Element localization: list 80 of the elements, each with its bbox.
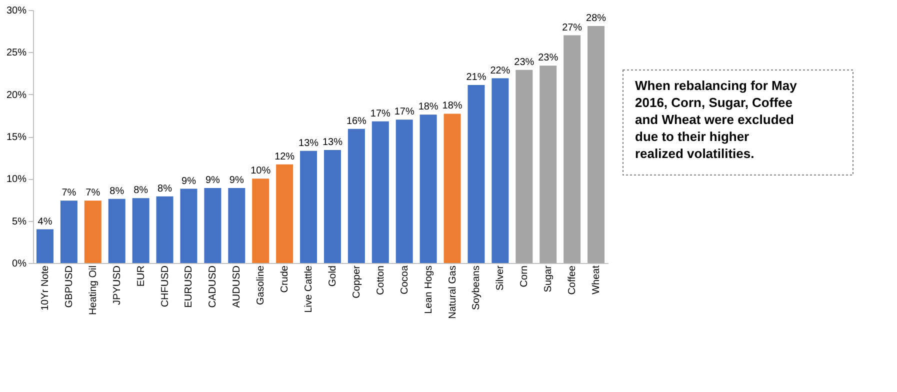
data-label: 9% (182, 176, 196, 187)
bar (156, 196, 174, 263)
x-tick-label: Wheat (591, 265, 602, 294)
y-tick-label: 5% (12, 216, 27, 228)
x-tick-label: Soybeans (471, 266, 482, 310)
data-label: 12% (274, 151, 295, 162)
bar (396, 120, 413, 263)
bar (276, 164, 294, 263)
bar (444, 114, 461, 263)
y-tick-label: 25% (6, 48, 27, 59)
data-label: 13% (322, 136, 343, 148)
data-label: 7% (62, 188, 76, 199)
data-label: 8% (158, 183, 172, 194)
x-tick-label: Sugar (543, 264, 554, 292)
bar (180, 188, 198, 263)
bar (204, 188, 222, 263)
data-label: 17% (370, 108, 391, 120)
data-label: 16% (346, 116, 367, 127)
data-label: 23% (514, 56, 534, 68)
data-label: 8% (134, 185, 148, 196)
x-tick-label: Gold (327, 266, 338, 287)
bar (348, 128, 365, 263)
x-tick-label: Natural Gas (447, 266, 458, 319)
x-tick-label: 10Yr Note (40, 265, 51, 311)
x-tick-label: GBPUSD (64, 266, 75, 308)
bar (516, 70, 533, 263)
x-tick-label: Gasoline (256, 265, 267, 305)
data-label: 9% (205, 174, 220, 186)
bar (564, 35, 581, 263)
text: When rebalancing for May 2016, Corn, Sugar, Coffee and Wheat were excluded due to their higher realized volatilities. (635, 78, 798, 161)
x-tick-label: Silver (495, 264, 506, 291)
data-label: 13% (298, 138, 319, 149)
data-label: 22% (490, 65, 510, 76)
data-label: 10% (250, 166, 271, 177)
bar (252, 178, 270, 263)
x-tick-label: EUR (136, 266, 147, 287)
bar (132, 198, 150, 263)
bar (36, 229, 54, 263)
x-tick-label: JPYUSD (112, 266, 123, 305)
x-tick-label: Live Cattle (304, 265, 315, 313)
data-label: 18% (442, 100, 462, 112)
bar (60, 200, 78, 263)
data-label: 27% (562, 22, 582, 34)
data-label: 4% (38, 216, 52, 228)
bar (108, 198, 126, 263)
bar (84, 200, 102, 263)
x-tick-label: Coffee (567, 265, 578, 295)
x-tick-label: Corn (519, 266, 530, 288)
data-label: 23% (538, 52, 558, 64)
data-label: 17% (394, 106, 414, 118)
bar (324, 150, 341, 263)
y-tick-label: 20% (6, 90, 27, 101)
bar (228, 188, 246, 263)
data-label: 8% (110, 186, 124, 197)
x-tick-label: Cocoa (399, 265, 410, 294)
data-label: 28% (586, 13, 606, 24)
x-tick-label: Heating Oil (88, 266, 99, 315)
bar (492, 78, 509, 263)
y-tick-label: 10% (6, 174, 27, 186)
x-tick-label: CADUSD (208, 266, 219, 308)
x-tick-label: Cotton (375, 266, 386, 295)
data-label: 18% (418, 102, 438, 113)
x-tick-label: Lean Hogs (423, 266, 434, 314)
bar (540, 66, 557, 263)
bar (420, 114, 437, 263)
bar (300, 150, 318, 263)
y-tick-label: 30% (6, 6, 27, 16)
data-label: 7% (86, 188, 100, 199)
x-tick-label: Crude (280, 265, 291, 293)
y-tick-label: 0% (12, 258, 27, 270)
x-tick-label: CHFUSD (160, 266, 171, 308)
bar (588, 26, 605, 263)
x-tick-label: Copper (351, 264, 362, 298)
data-label: 9% (229, 174, 244, 186)
bar (468, 85, 485, 263)
x-tick-label: AUDUSD (232, 266, 243, 308)
x-tick-label: EURUSD (184, 266, 195, 308)
bar (372, 121, 389, 263)
data-label: 21% (466, 72, 486, 84)
y-tick-label: 15% (6, 132, 27, 143)
